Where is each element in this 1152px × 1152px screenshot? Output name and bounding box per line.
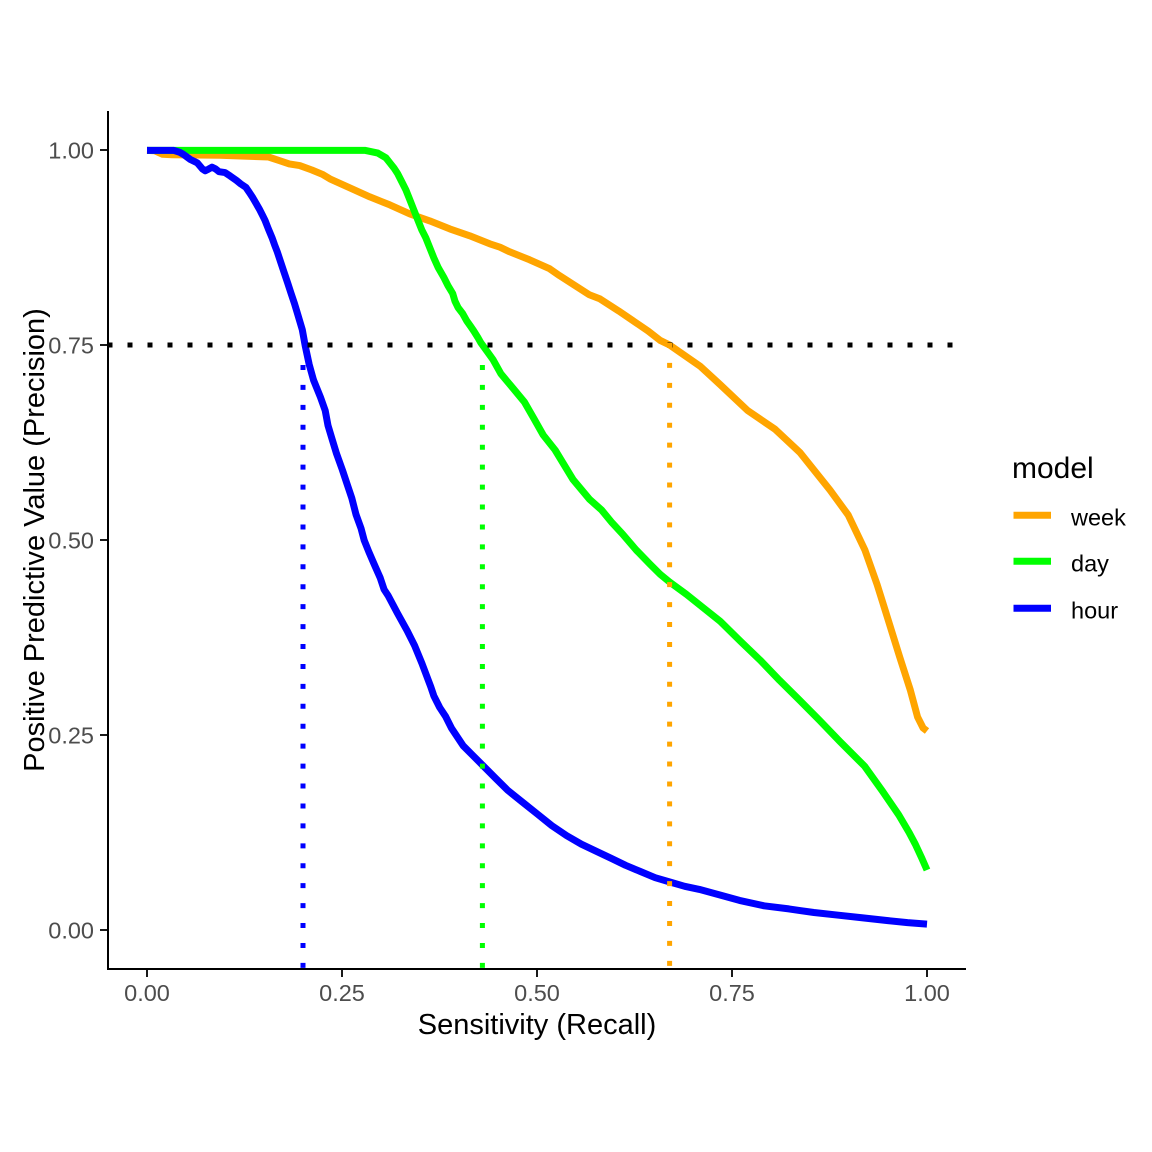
svg-text:0.75: 0.75 (48, 333, 94, 359)
svg-text:0.50: 0.50 (48, 528, 94, 554)
svg-text:0.25: 0.25 (319, 980, 365, 1006)
svg-text:0.75: 0.75 (709, 980, 755, 1006)
svg-text:0.25: 0.25 (48, 723, 94, 749)
svg-text:0.00: 0.00 (124, 980, 170, 1006)
svg-text:day: day (1071, 551, 1109, 577)
svg-text:1.00: 1.00 (48, 138, 94, 164)
svg-text:1.00: 1.00 (904, 980, 950, 1006)
svg-text:week: week (1070, 505, 1126, 531)
svg-text:0.00: 0.00 (48, 918, 94, 944)
svg-text:Positive Predictive Value (Pre: Positive Predictive Value (Precision) (19, 308, 51, 772)
svg-text:hour: hour (1071, 598, 1118, 624)
svg-text:Sensitivity (Recall): Sensitivity (Recall) (418, 1009, 657, 1041)
svg-text:model: model (1012, 452, 1094, 485)
svg-text:0.50: 0.50 (514, 980, 560, 1006)
